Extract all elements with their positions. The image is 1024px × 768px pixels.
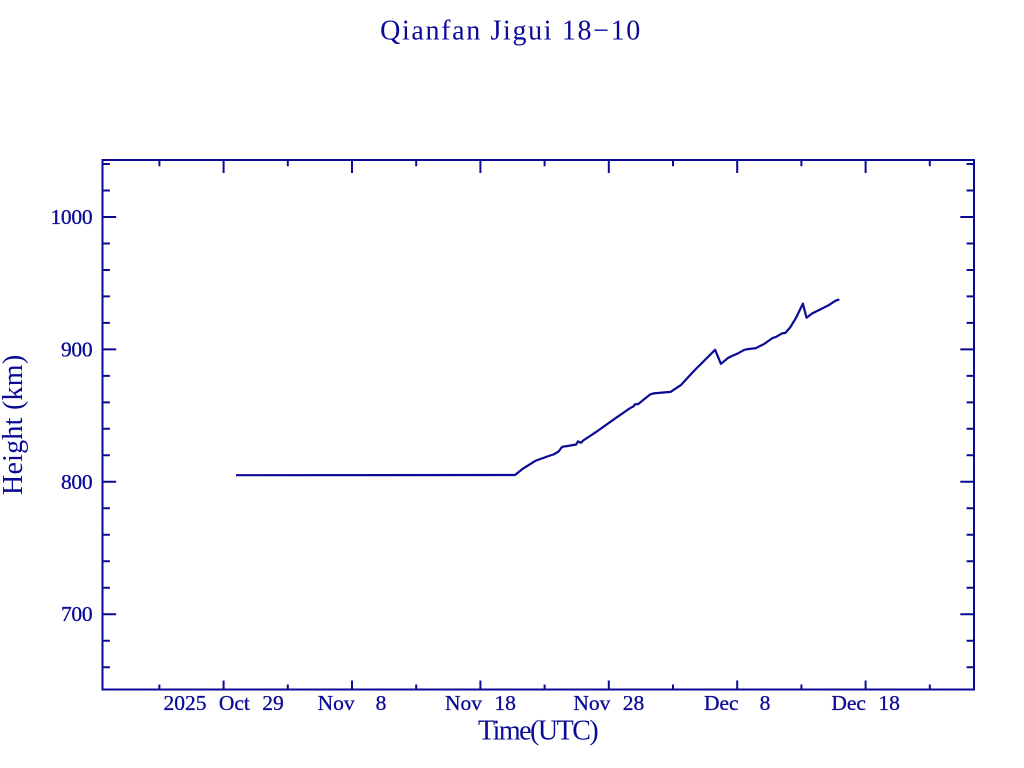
svg-text:2025 Oct 29: 2025 Oct 29 (163, 691, 283, 715)
svg-text:700: 700 (61, 602, 92, 626)
svg-text:Nov 28: Nov 28 (573, 691, 644, 715)
svg-text:Dec 8: Dec 8 (704, 691, 770, 715)
svg-text:Height (km): Height (km) (0, 355, 29, 495)
svg-text:Dec 18: Dec 18 (831, 691, 900, 715)
svg-text:Nov 8: Nov 8 (318, 691, 387, 715)
svg-text:1000: 1000 (50, 205, 92, 229)
svg-text:900: 900 (61, 337, 92, 361)
svg-text:Nov 18: Nov 18 (445, 691, 516, 715)
svg-text:Qianfan Jigui 18−10: Qianfan Jigui 18−10 (380, 16, 642, 47)
svg-text:Time(UTC): Time(UTC) (478, 715, 598, 746)
svg-text:800: 800 (61, 470, 92, 494)
